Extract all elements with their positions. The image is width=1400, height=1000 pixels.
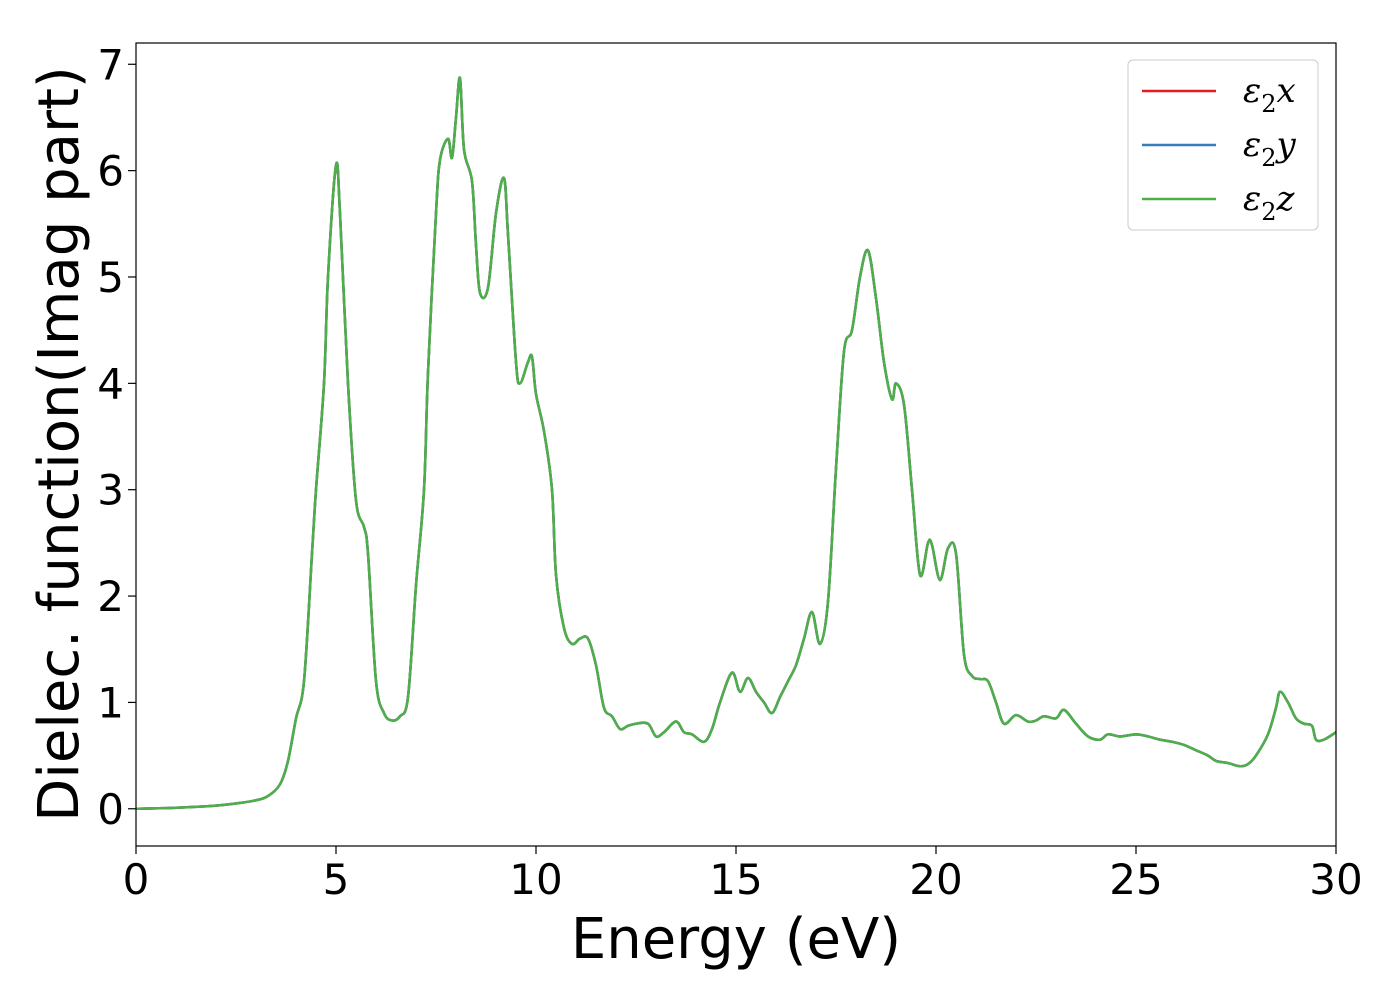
legend: ε2x ε2y ε2z [1127, 59, 1319, 231]
series-line-ε2z [135, 76, 1337, 811]
y-tick-label: 5 [97, 253, 124, 302]
x-tick-label: 10 [509, 855, 562, 904]
y-tick-label: 6 [97, 147, 124, 196]
legend-label: ε2x [1243, 71, 1296, 118]
y-tick-label: 4 [97, 359, 124, 408]
y-tick-label: 2 [97, 572, 124, 621]
y-tick-label: 0 [97, 785, 124, 834]
x-axis-label: Energy (eV) [571, 907, 901, 972]
x-tick-label: 25 [1109, 855, 1162, 904]
y-tick-label: 7 [97, 40, 124, 89]
y-tick-label: 1 [97, 678, 124, 727]
x-tick-label: 20 [909, 855, 962, 904]
series-layer [135, 76, 1337, 811]
x-tick-label: 0 [123, 855, 150, 904]
legend-label: ε2y [1243, 125, 1297, 172]
x-axis-ticks: 0 5 10 15 20 25 30 [123, 846, 1363, 904]
x-tick-label: 15 [709, 855, 762, 904]
y-axis-ticks: 0 1 2 3 4 5 6 7 [97, 40, 136, 834]
x-tick-label: 30 [1309, 855, 1362, 904]
y-tick-label: 3 [97, 466, 124, 515]
legend-label: ε2z [1243, 179, 1296, 226]
y-axis-label: Dielec. function(Imag part) [27, 66, 92, 822]
legend-frame [1127, 59, 1319, 231]
x-tick-label: 5 [323, 855, 350, 904]
